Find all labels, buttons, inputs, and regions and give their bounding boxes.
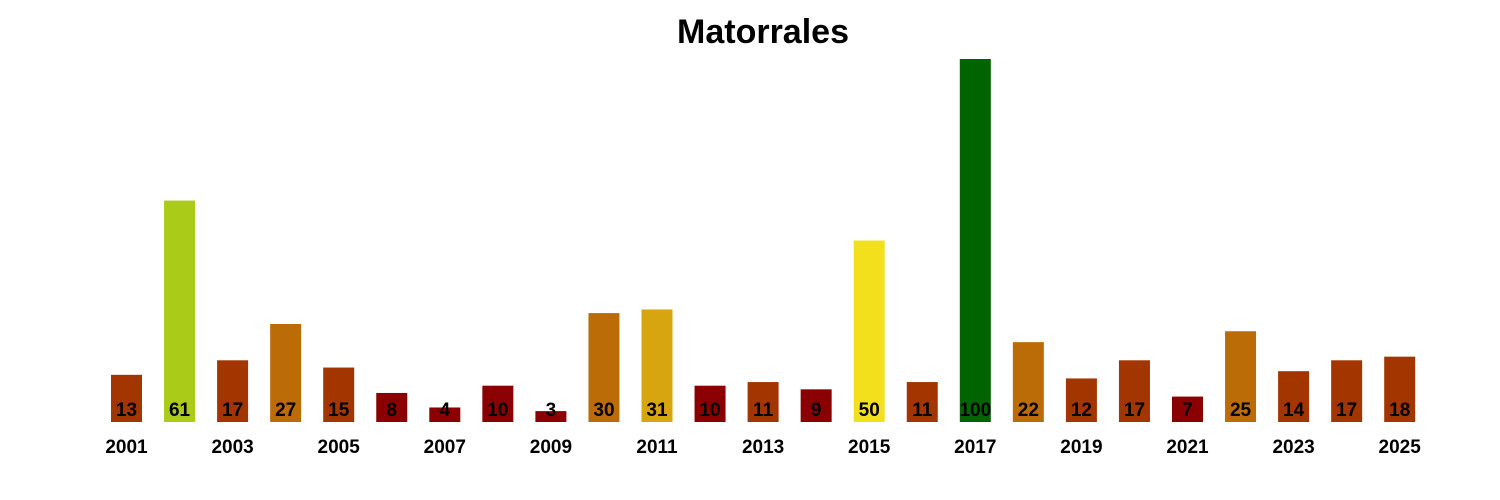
x-tick-label-2007: 2007	[424, 437, 466, 458]
x-tick-label-2005: 2005	[318, 437, 361, 458]
bar-2023	[1278, 371, 1310, 422]
value-label-2009: 3	[546, 400, 557, 421]
value-label-2017: 100	[959, 400, 991, 421]
value-label-2016: 11	[912, 400, 933, 421]
value-label-2002: 61	[169, 400, 191, 421]
bar-2020	[1118, 360, 1150, 422]
bar-2021	[1172, 396, 1203, 422]
bar-2018	[1012, 342, 1044, 422]
x-tick-label-2015: 2015	[848, 437, 891, 458]
bars-layer	[111, 59, 1416, 422]
value-label-2022: 25	[1230, 400, 1252, 421]
bar-2022	[1225, 331, 1257, 422]
bar-2012	[694, 385, 726, 422]
value-label-2004: 27	[275, 400, 296, 421]
value-label-2012: 10	[699, 400, 720, 421]
value-label-2014: 9	[811, 400, 822, 421]
value-label-2013: 11	[753, 400, 774, 421]
bar-2003	[217, 360, 249, 422]
value-label-2021: 7	[1182, 400, 1193, 421]
chart-title: Matorrales	[677, 13, 849, 51]
bar-2013	[747, 382, 779, 422]
x-tick-label-2025: 2025	[1379, 437, 1422, 458]
bar-2011	[641, 309, 673, 422]
bar-2010	[588, 313, 620, 422]
value-label-2003: 17	[222, 400, 243, 421]
bar-2006	[376, 392, 408, 422]
value-label-2001: 13	[116, 400, 137, 421]
bar-2009	[535, 411, 567, 422]
value-label-2005: 15	[328, 400, 350, 421]
bar-2019	[1065, 378, 1097, 422]
bar-2001	[111, 374, 142, 422]
bar-2014	[800, 389, 832, 422]
value-label-2024: 17	[1336, 400, 1357, 421]
x-tick-label-2023: 2023	[1272, 437, 1314, 458]
value-label-2015: 50	[859, 400, 880, 421]
x-axis-tick-labels: 2001 2003 2005 2007 2009 2011 2013 2015 2017 2019…	[105, 437, 1421, 458]
bar-2008	[482, 385, 514, 422]
bar-2002	[164, 200, 196, 422]
x-tick-label-2021: 2021	[1166, 437, 1209, 458]
x-tick-label-2019: 2019	[1060, 437, 1102, 458]
x-tick-label-2003: 2003	[211, 437, 253, 458]
bar-2025	[1384, 356, 1416, 422]
x-tick-label-2009: 2009	[530, 437, 572, 458]
value-label-2006: 8	[386, 400, 397, 421]
x-tick-label-2013: 2013	[742, 437, 784, 458]
x-tick-label-2011: 2011	[636, 437, 678, 458]
value-label-2008: 10	[487, 400, 508, 421]
bar-2007	[429, 407, 461, 422]
x-tick-label-2001: 2001	[105, 437, 148, 458]
value-label-2023: 14	[1283, 400, 1305, 421]
bar-2004	[270, 323, 302, 422]
value-label-2007: 4	[440, 400, 451, 421]
value-label-2010: 30	[593, 400, 614, 421]
bar-2024	[1331, 360, 1363, 422]
value-labels-layer: 13 61 17 27 15 8 4 10 3 30 31 10 11 9 50 11 100 22 12 17 7 25…	[116, 400, 1410, 421]
value-label-2020: 17	[1124, 400, 1145, 421]
bar-2015	[853, 240, 885, 422]
value-label-2018: 22	[1018, 400, 1039, 421]
x-tick-label-2017: 2017	[954, 437, 996, 458]
value-label-2025: 18	[1389, 400, 1410, 421]
value-label-2011: 31	[646, 400, 668, 421]
bar-2017	[959, 59, 991, 422]
bar-2005	[323, 367, 355, 422]
bar-2016	[906, 382, 938, 422]
value-label-2019: 12	[1071, 400, 1092, 421]
